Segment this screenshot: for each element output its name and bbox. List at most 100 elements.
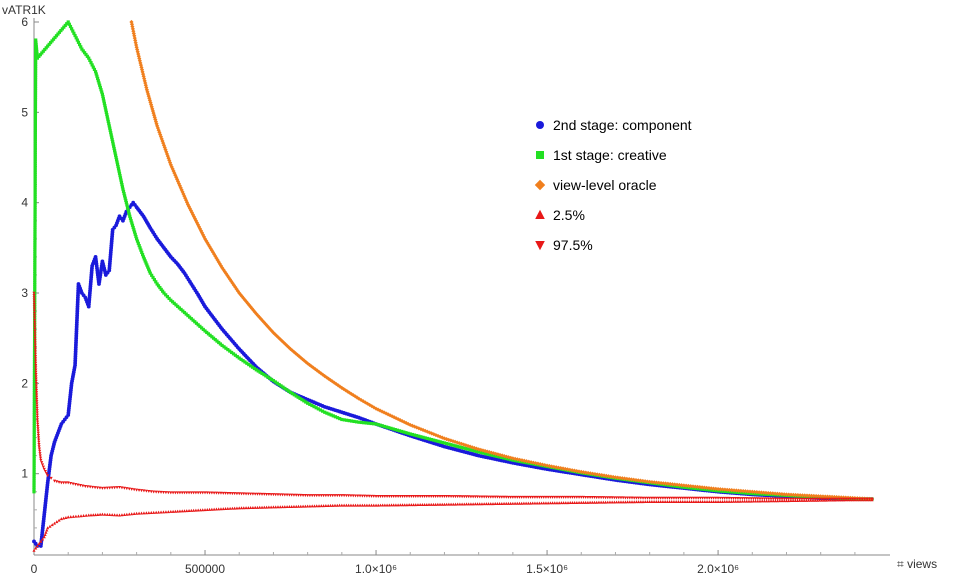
data-point bbox=[32, 474, 36, 478]
data-point bbox=[531, 495, 535, 499]
data-point bbox=[237, 290, 242, 296]
data-point bbox=[142, 511, 146, 515]
data-point bbox=[416, 503, 420, 507]
data-point bbox=[57, 518, 61, 522]
data-point bbox=[438, 440, 442, 444]
data-point bbox=[173, 509, 177, 513]
data-point bbox=[573, 501, 577, 504]
data-point bbox=[33, 113, 38, 117]
data-point bbox=[149, 510, 153, 514]
data-point bbox=[621, 496, 625, 500]
data-point bbox=[33, 188, 37, 192]
data-point bbox=[182, 491, 187, 495]
data-point bbox=[235, 492, 239, 496]
data-point bbox=[287, 389, 291, 393]
data-point bbox=[279, 384, 283, 388]
data-point bbox=[34, 382, 38, 386]
data-point bbox=[34, 368, 38, 372]
data-point bbox=[239, 357, 243, 361]
data-point bbox=[434, 502, 438, 506]
data-point bbox=[214, 507, 218, 511]
data-point bbox=[324, 494, 328, 498]
data-point bbox=[35, 400, 39, 404]
data-point bbox=[672, 496, 676, 500]
data-point bbox=[745, 499, 749, 503]
data-point bbox=[34, 384, 38, 388]
data-point bbox=[661, 481, 666, 486]
data-point bbox=[208, 333, 212, 337]
data-point bbox=[751, 499, 755, 503]
data-point bbox=[201, 491, 205, 495]
data-point bbox=[110, 135, 114, 139]
data-point bbox=[705, 496, 709, 500]
data-point bbox=[835, 497, 839, 501]
data-point bbox=[385, 425, 389, 429]
data-point bbox=[809, 497, 813, 501]
data-point bbox=[115, 160, 119, 164]
data-point bbox=[754, 490, 759, 495]
legend-marker bbox=[535, 241, 545, 251]
data-point bbox=[226, 275, 231, 280]
data-point bbox=[218, 342, 223, 346]
data-point bbox=[54, 34, 59, 38]
data-point bbox=[526, 501, 530, 505]
data-point bbox=[127, 487, 131, 491]
data-point bbox=[778, 499, 782, 503]
data-point bbox=[564, 495, 568, 499]
data-point bbox=[33, 155, 37, 159]
data-point bbox=[194, 491, 198, 495]
data-point bbox=[249, 364, 253, 368]
x-tick-label: 1.0×10⁶ bbox=[355, 562, 397, 576]
data-point bbox=[134, 234, 138, 239]
data-point bbox=[32, 490, 36, 494]
data-point bbox=[296, 493, 301, 497]
data-point bbox=[33, 357, 38, 361]
data-point bbox=[694, 500, 698, 503]
data-point bbox=[157, 510, 161, 514]
data-point bbox=[818, 494, 823, 499]
legend-marker bbox=[534, 179, 546, 191]
data-point bbox=[33, 318, 37, 322]
data-point bbox=[601, 500, 605, 504]
data-point bbox=[466, 447, 470, 451]
data-point bbox=[32, 382, 37, 386]
data-point bbox=[32, 446, 36, 450]
data-point bbox=[405, 503, 409, 507]
data-point bbox=[342, 418, 346, 422]
data-point bbox=[153, 117, 158, 122]
data-point bbox=[217, 507, 221, 511]
data-point bbox=[408, 432, 412, 436]
data-point bbox=[648, 496, 652, 500]
data-point bbox=[196, 508, 200, 512]
data-point bbox=[69, 515, 73, 519]
data-point bbox=[269, 493, 273, 497]
data-point bbox=[381, 503, 385, 507]
data-point bbox=[749, 497, 753, 501]
data-point bbox=[34, 38, 38, 42]
data-point bbox=[122, 486, 126, 490]
data-point bbox=[288, 390, 293, 394]
data-point bbox=[851, 497, 855, 501]
data-point bbox=[87, 56, 91, 60]
data-point bbox=[33, 166, 37, 170]
data-point bbox=[180, 491, 184, 495]
data-point bbox=[33, 139, 37, 144]
data-point bbox=[519, 458, 525, 463]
data-point bbox=[167, 158, 172, 163]
data-point bbox=[455, 444, 459, 448]
data-point bbox=[751, 497, 755, 501]
data-point bbox=[208, 507, 212, 511]
data-point bbox=[848, 497, 853, 501]
data-point bbox=[212, 491, 216, 495]
data-point bbox=[32, 368, 37, 373]
data-point bbox=[70, 27, 74, 31]
data-point bbox=[480, 502, 484, 506]
data-point bbox=[736, 497, 740, 501]
data-point bbox=[395, 428, 400, 432]
data-point bbox=[417, 434, 421, 438]
data-point bbox=[271, 493, 275, 497]
data-point bbox=[226, 506, 230, 510]
data-point bbox=[187, 508, 191, 512]
data-point bbox=[32, 461, 36, 465]
